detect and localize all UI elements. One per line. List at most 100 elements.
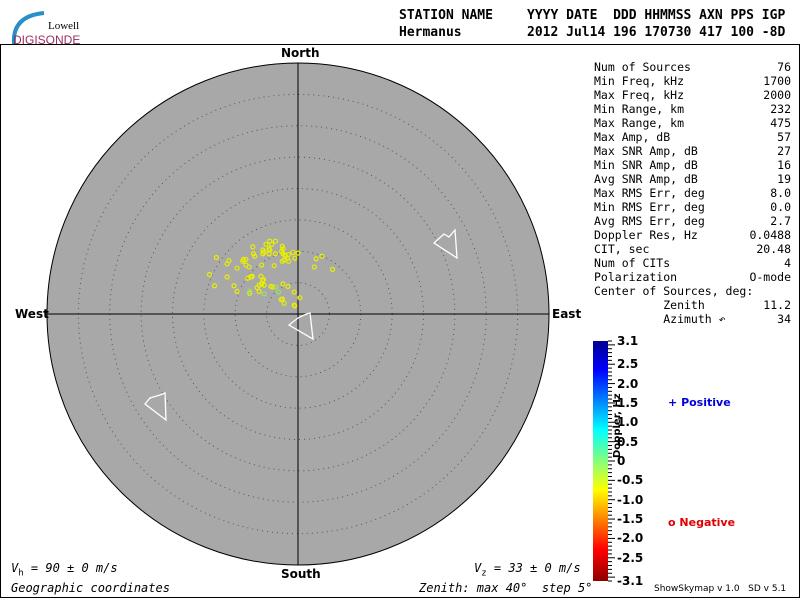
source-point	[248, 274, 254, 280]
source-point	[291, 289, 297, 295]
source-point	[272, 251, 279, 257]
source-point	[247, 290, 253, 296]
source-point	[252, 253, 258, 259]
colorbar-tick-label: -1.0	[617, 492, 644, 507]
logo-arc-icon	[11, 11, 45, 45]
source-point	[250, 251, 257, 257]
stat-label: Min SNR Amp, dB	[594, 158, 698, 172]
source-point	[258, 273, 264, 279]
stat-value: 475	[770, 116, 791, 130]
colorbar-tick-label: -1.5	[617, 512, 644, 527]
source-point	[246, 264, 252, 270]
coordinate-system: Geographic coordinates	[11, 581, 170, 595]
positive-plus-icon: +	[668, 396, 678, 409]
stat-row: Center of Sources, deg:	[594, 284, 791, 298]
stat-value: 11.2	[763, 298, 791, 312]
legend-negative: o Negative	[668, 516, 735, 529]
stat-label: Max Amp, dB	[594, 130, 671, 144]
source-point	[250, 244, 256, 250]
horizontal-velocity: Vh = 90 ± 0 m/s	[11, 561, 118, 579]
version-info: ShowSkymap v 1.0 SD v 5.1	[654, 584, 787, 594]
stat-value: 2000	[763, 88, 791, 102]
source-point	[279, 243, 285, 249]
colorbar-tick-label: 1.0	[617, 415, 639, 430]
source-point	[266, 251, 272, 257]
stat-row: Max RMS Err, deg 8.0	[594, 186, 791, 200]
stat-label: Max Freq, kHz	[594, 88, 685, 102]
stat-label: Max RMS Err, deg	[594, 186, 705, 200]
stat-row: Azimuth ↶ 34	[594, 312, 791, 326]
colorbar-tick-label: 1.5	[617, 395, 639, 410]
colorbar-tick-label: 0.5	[617, 434, 639, 449]
colorbar-tick-label: 2.5	[617, 357, 639, 372]
source-point	[292, 255, 298, 261]
source-point	[281, 257, 287, 263]
stat-label: Min Freq, kHz	[594, 74, 685, 88]
source-point	[275, 289, 282, 295]
source-point	[285, 283, 291, 289]
source-point	[261, 282, 267, 288]
source-point	[234, 288, 240, 295]
source-point	[224, 274, 230, 280]
legend-negative-label: Negative	[679, 516, 736, 529]
source-point	[311, 264, 317, 270]
stat-row: CIT, sec 20.48	[594, 242, 791, 256]
colorbar-title: Doppler, Hz	[612, 393, 623, 458]
source-point	[278, 296, 284, 303]
label-south: South	[281, 567, 321, 581]
source-point	[271, 263, 277, 269]
source-point	[260, 251, 266, 257]
stat-value: 57	[777, 130, 791, 144]
source-point	[231, 283, 237, 289]
stat-row: Num of CITs 4	[594, 256, 791, 270]
stat-label: Avg RMS Err, deg	[594, 214, 705, 228]
velocity-arrow-east	[432, 228, 458, 260]
stat-row: Zenith 11.2	[594, 298, 791, 312]
source-point	[240, 258, 246, 264]
source-point	[292, 303, 298, 309]
doppler-colorbar	[593, 341, 608, 581]
source-point	[329, 266, 336, 273]
stat-label: Max Range, km	[594, 116, 685, 130]
stat-label: Min Range, km	[594, 102, 685, 116]
stat-value: 16	[777, 158, 791, 172]
source-point	[261, 291, 267, 297]
source-point	[224, 261, 230, 267]
stat-label: Azimuth ↶	[594, 312, 726, 326]
stat-row: Min SNR Amp, dB 16	[594, 158, 791, 172]
stat-label: Avg SNR Amp, dB	[594, 172, 698, 186]
source-point	[281, 300, 287, 306]
stat-label: Max SNR Amp, dB	[594, 144, 698, 158]
stat-value: 2.7	[770, 214, 791, 228]
legend-positive-label: Positive	[681, 396, 731, 409]
header-date-values: 2012 Jul14 196 170730 417 100 -8D	[527, 25, 786, 40]
stat-value: 4	[784, 256, 791, 270]
source-point	[290, 249, 296, 256]
stat-row: Avg RMS Err, deg 2.7	[594, 214, 791, 228]
stat-label: Zenith	[594, 298, 705, 312]
colorbar-tick-label: 2.0	[617, 376, 639, 391]
header-station-name: Hermanus	[399, 25, 462, 40]
label-west: West	[15, 307, 49, 321]
stat-row: Min Range, km 232	[594, 102, 791, 116]
colorbar-tick-label: -0.5	[617, 473, 644, 488]
stat-row: Max SNR Amp, dB 27	[594, 144, 791, 158]
stat-row: Doppler Res, Hz 0.0488	[594, 228, 791, 242]
colorbar-tick-label: 0	[617, 454, 626, 468]
stat-row: Min RMS Err, deg 0.0	[594, 200, 791, 214]
source-point	[280, 246, 286, 252]
stat-label: Num of CITs	[594, 256, 671, 270]
stat-value: 8.0	[770, 186, 791, 200]
stat-row: Polarization O-mode	[594, 270, 791, 284]
legend-positive: + Positive	[668, 396, 731, 409]
stat-value: 27	[777, 144, 791, 158]
stat-value: 1700	[763, 74, 791, 88]
stat-row: Max Amp, dB 57	[594, 130, 791, 144]
header-label-date: YYYY DATE DDD HHMMSS AXN PPS IGP	[527, 8, 786, 23]
stat-label: Min RMS Err, deg	[594, 200, 705, 214]
source-point	[313, 256, 319, 262]
source-point	[297, 295, 303, 301]
source-point	[285, 258, 292, 264]
stat-label: Center of Sources, deg:	[594, 284, 754, 298]
